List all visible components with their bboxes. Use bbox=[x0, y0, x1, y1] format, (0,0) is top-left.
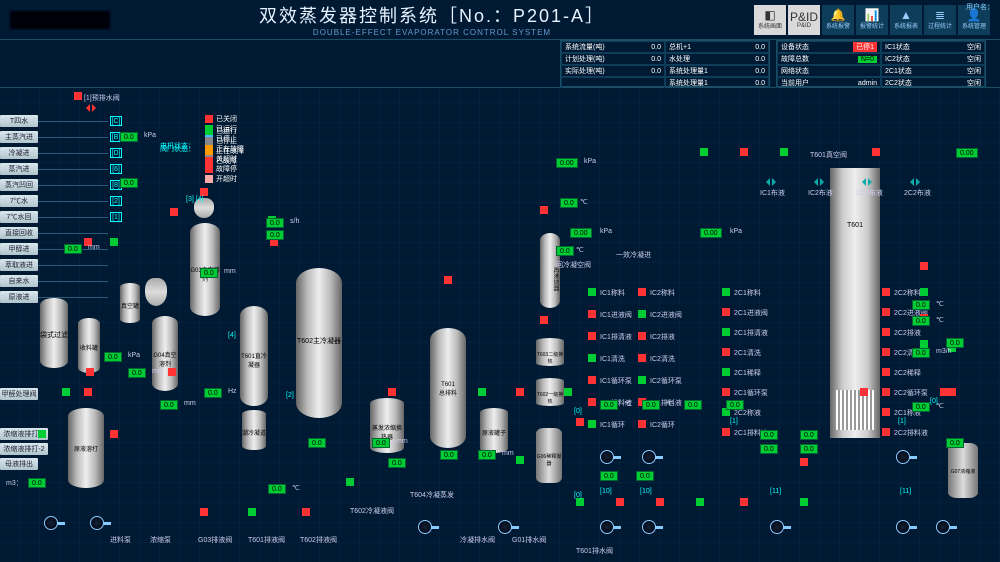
ind-m3: 0.0 bbox=[28, 478, 46, 488]
status-panel: 设备状态已停1IC1状态空闲故障总数N=0IC2状态空闲网络状态2C1状态空闲当… bbox=[776, 40, 986, 87]
vessel-filter[interactable]: 袋式过滤 bbox=[40, 298, 68, 368]
nav-btn-2[interactable]: 🔔系统报警 bbox=[822, 5, 854, 35]
vessel-604[interactable]: G04真空溶剂 bbox=[152, 316, 178, 391]
lbl-feed2: 浓缩泵 bbox=[150, 535, 171, 545]
mini-cap-1 bbox=[145, 278, 167, 306]
pump-4[interactable] bbox=[498, 520, 512, 534]
subheader: 系统流量(吨)0.0总机+10.0计划处理(吨)0.0水处理0.0实际处理(吨)… bbox=[0, 40, 1000, 88]
nav-btn-1[interactable]: P&IDP&ID bbox=[788, 5, 820, 35]
pump-2c2[interactable] bbox=[896, 520, 910, 534]
lbl-feed1: 进料泵 bbox=[110, 535, 131, 545]
pump-3[interactable] bbox=[418, 520, 432, 534]
ind-kpa-1: 0.0 bbox=[120, 132, 138, 142]
nav-buttons: ◧系统画面 P&IDP&ID 🔔系统报警 📊报警统计 ▲系统报表 ≣过程统计 👤… bbox=[754, 5, 990, 35]
ind-5: 0.00 bbox=[570, 228, 592, 238]
ind-4: 0.0 bbox=[560, 198, 578, 208]
nav-btn-0[interactable]: ◧系统画面 bbox=[754, 5, 786, 35]
pump-2c1b[interactable] bbox=[770, 520, 784, 534]
vessel-t602-hx[interactable]: T602一级换热 bbox=[536, 378, 564, 406]
vessel-t601[interactable]: T601直冷凝器 bbox=[240, 306, 268, 406]
main-canvas: [1]预排水阀 T四水[C]主蒸汽进[B]冷凝进[D]蒸汽进[6]蒸汽凹回[8]… bbox=[0, 88, 1000, 562]
ind-2: 0.0 bbox=[120, 178, 138, 188]
legend2-title: 电机状态： bbox=[160, 141, 195, 151]
vessel-condback[interactable]: 潮冷凝道 bbox=[242, 410, 266, 450]
lbl-back: 回冷凝空阀 bbox=[556, 260, 591, 270]
lbl-m3: m3： bbox=[6, 478, 23, 488]
lbl-t604: T604冷凝蒸发 bbox=[410, 490, 454, 500]
ind-8: 0.00 bbox=[956, 148, 978, 158]
lbl-mother: 母液排出 bbox=[0, 458, 38, 470]
lbl-coolin: 一效冷凝进 bbox=[616, 250, 651, 260]
logo bbox=[10, 11, 110, 29]
ind-6: 0.0 bbox=[556, 246, 574, 256]
lbl-empty: T601真空阀 bbox=[810, 150, 847, 160]
unit-kpa: kPa bbox=[144, 132, 156, 139]
vessel-original[interactable]: 原液溶打 bbox=[68, 408, 104, 488]
column-packing-icon bbox=[836, 390, 874, 430]
vessel-collector[interactable]: 收料罐 bbox=[78, 318, 100, 373]
io-column: T四水[C]主蒸汽进[B]冷凝进[D]蒸汽进[6]蒸汽凹回[8]7℃水[2]7℃… bbox=[0, 114, 122, 306]
io-top-label: [1]预排水阀 bbox=[74, 92, 120, 103]
nav-btn-3[interactable]: 📊报警统计 bbox=[856, 5, 888, 35]
valve-top[interactable] bbox=[86, 104, 96, 112]
vessel-t603-hx[interactable]: T603二级换热 bbox=[536, 338, 564, 366]
pump-ic1b[interactable] bbox=[600, 520, 614, 534]
page-title: 双效蒸发器控制系统［No.：P201-A］ DOUBLE-EFFECT EVAP… bbox=[110, 2, 754, 37]
lbl-dt601b: T601排水阀 bbox=[576, 546, 613, 556]
pump-end[interactable] bbox=[936, 520, 950, 534]
lbl-methyl: 甲醛处理阀 bbox=[0, 388, 38, 400]
vessel-mother[interactable]: T601总排料 bbox=[430, 328, 466, 448]
nav-btn-5[interactable]: ≣过程统计 bbox=[924, 5, 956, 35]
vessel-mother2[interactable]: 原液罐子 bbox=[480, 408, 508, 453]
lbl-dg01: G01排水阀 bbox=[512, 535, 546, 545]
lbl-dg03: G03排液阀 bbox=[198, 535, 232, 545]
header: 双效蒸发器控制系统［No.：P201-A］ DOUBLE-EFFECT EVAP… bbox=[0, 0, 1000, 40]
ind-3: 0.00 bbox=[556, 158, 578, 168]
pump-2[interactable] bbox=[90, 516, 104, 530]
pump-2c1[interactable] bbox=[896, 450, 910, 464]
lbl-dt601: T601排液阀 bbox=[248, 535, 285, 545]
pump-ic2[interactable] bbox=[642, 450, 656, 464]
lbl-conc2: 浓缩液排打-2 bbox=[0, 443, 48, 455]
nav-btn-4[interactable]: ▲系统报表 bbox=[890, 5, 922, 35]
column-t601[interactable]: T601 bbox=[830, 168, 880, 438]
pump-1[interactable] bbox=[44, 516, 58, 530]
legend2: 电机状态： 已运行已停止正在故障已故障 bbox=[160, 126, 244, 166]
user-label: 用户名： bbox=[966, 2, 994, 12]
ind-7: 0.00 bbox=[700, 228, 722, 238]
pump-ic2b[interactable] bbox=[642, 520, 656, 534]
vessel-reboiler[interactable]: 再沸烧器 bbox=[540, 233, 560, 308]
vessel-t602[interactable]: T602主冷凝器 bbox=[296, 268, 342, 418]
vessel-vacuum[interactable]: 真空罐 bbox=[120, 283, 140, 323]
info-panel: 系统流量(吨)0.0总机+10.0计划处理(吨)0.0水处理0.0实际处理(吨)… bbox=[560, 40, 770, 87]
lbl-dt602b: T602冷凝液阀 bbox=[350, 506, 394, 516]
pump-ic1[interactable] bbox=[600, 450, 614, 464]
vessel-precip[interactable]: G06稀释凝器 bbox=[536, 428, 562, 483]
lbl-dt602: T602排液阀 bbox=[300, 535, 337, 545]
lbl-dcond: 冷凝排水阀 bbox=[460, 535, 495, 545]
vessel-final[interactable]: G07浓缩液 bbox=[948, 443, 978, 498]
